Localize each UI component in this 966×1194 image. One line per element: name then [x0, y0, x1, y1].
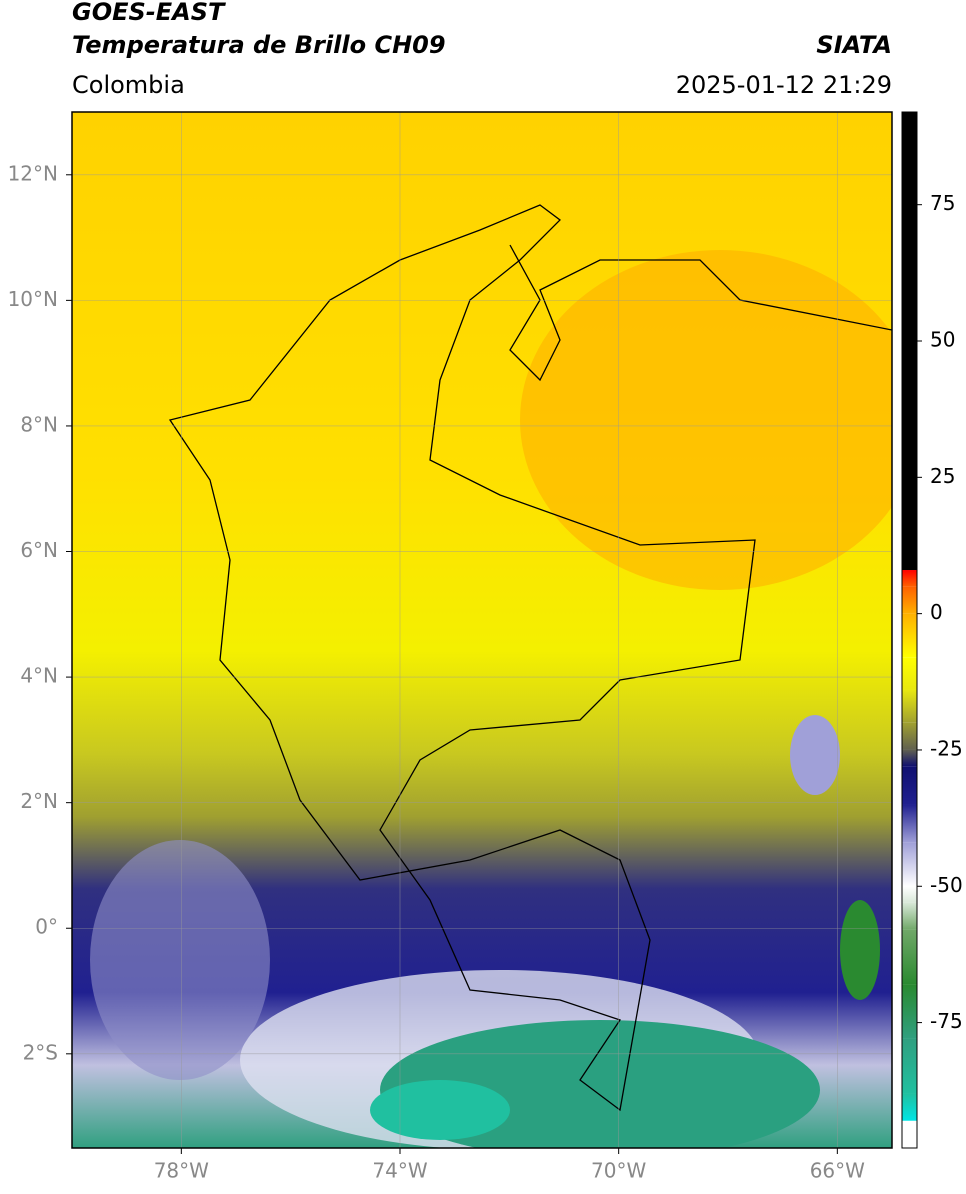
colorbar-segment	[902, 929, 917, 985]
x-tick-label: 78°W	[154, 1159, 209, 1183]
y-tick-label: 4°N	[20, 664, 58, 688]
y-tick-label: 0°	[35, 915, 58, 939]
region: Colombia	[72, 71, 185, 99]
y-tick-label: 2°S	[23, 1040, 58, 1064]
colorbar-segment	[902, 613, 917, 658]
title: GOES-EAST	[72, 0, 226, 26]
grid	[72, 112, 892, 1148]
colorbar-segment	[902, 1120, 917, 1148]
colorbar-tick-label: 75	[930, 191, 955, 215]
colorbar-tick-label: 25	[930, 464, 955, 488]
colorbar-tick-label: -25	[930, 736, 963, 760]
x-tick-label: 66°W	[810, 1159, 865, 1183]
colorbar-segment	[902, 1038, 917, 1094]
datetime: 2025-01-12 21:29	[676, 71, 892, 99]
colorbar-tick-label: 0	[930, 600, 943, 624]
subtitle: Temperatura de Brillo CH09	[72, 31, 446, 59]
colorbar-frame	[901, 111, 918, 1149]
colorbar-segment	[902, 570, 917, 587]
colorbar-segment	[902, 689, 917, 723]
map-frame	[71, 111, 893, 1149]
map-image	[72, 112, 892, 1148]
colorbar-segment	[902, 112, 917, 571]
colorbar-segment	[902, 749, 917, 767]
colorbar	[902, 112, 917, 1148]
y-tick-label: 10°N	[8, 287, 58, 311]
colorbar-segment	[902, 902, 917, 930]
colorbar-segment	[902, 1093, 917, 1121]
colorbar-tick-label: 50	[930, 328, 955, 352]
y-tick-label: 2°N	[20, 789, 58, 813]
x-tick-label: 74°W	[372, 1159, 427, 1183]
y-tick-label: 6°N	[20, 538, 58, 562]
colorbar-segment	[902, 842, 917, 887]
source: SIATA	[816, 31, 892, 59]
colorbar-segment	[902, 586, 917, 614]
colorbar-segment	[902, 886, 917, 903]
colorbar-segment	[902, 984, 917, 1039]
colorbar-tick-label: -75	[930, 1009, 963, 1033]
y-tick-label: 8°N	[20, 412, 58, 436]
colorbar-segment	[902, 766, 917, 805]
colorbar-segment	[902, 804, 917, 843]
y-tick-label: 12°N	[8, 161, 58, 185]
colorbar-tick-label: -50	[930, 873, 963, 897]
colorbar-segment	[902, 722, 917, 750]
colorbar-segment	[902, 657, 917, 690]
x-tick-label: 70°W	[591, 1159, 646, 1183]
